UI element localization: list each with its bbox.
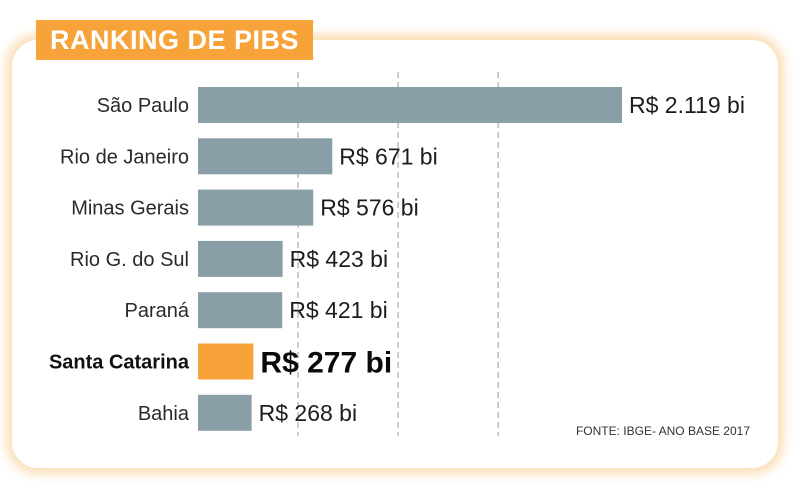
bar (198, 138, 333, 175)
bar (198, 292, 283, 329)
value-label: R$ 277 bi (260, 347, 392, 380)
bar (198, 189, 314, 226)
category-label: Paraná (125, 300, 190, 322)
bar (198, 394, 252, 431)
value-label: R$ 2.119 bi (629, 92, 745, 118)
category-label: São Paulo (97, 95, 189, 117)
bar (198, 343, 254, 380)
value-label: R$ 423 bi (290, 246, 388, 272)
value-label: R$ 421 bi (289, 297, 387, 323)
source-note: FONTE: IBGE- ANO BASE 2017 (575, 424, 750, 438)
value-label: R$ 576 bi (320, 195, 418, 221)
value-label: R$ 268 bi (259, 400, 357, 426)
category-label: Bahia (138, 403, 190, 425)
category-label: Minas Gerais (71, 198, 189, 220)
category-label: Santa Catarina (49, 352, 190, 374)
category-label: Rio de Janeiro (60, 146, 189, 168)
value-label: R$ 671 bi (339, 143, 437, 169)
bar (198, 87, 622, 123)
bar (198, 240, 283, 277)
chart-title: RANKING DE PIBS (36, 20, 314, 60)
category-label: Rio G. do Sul (70, 249, 189, 271)
